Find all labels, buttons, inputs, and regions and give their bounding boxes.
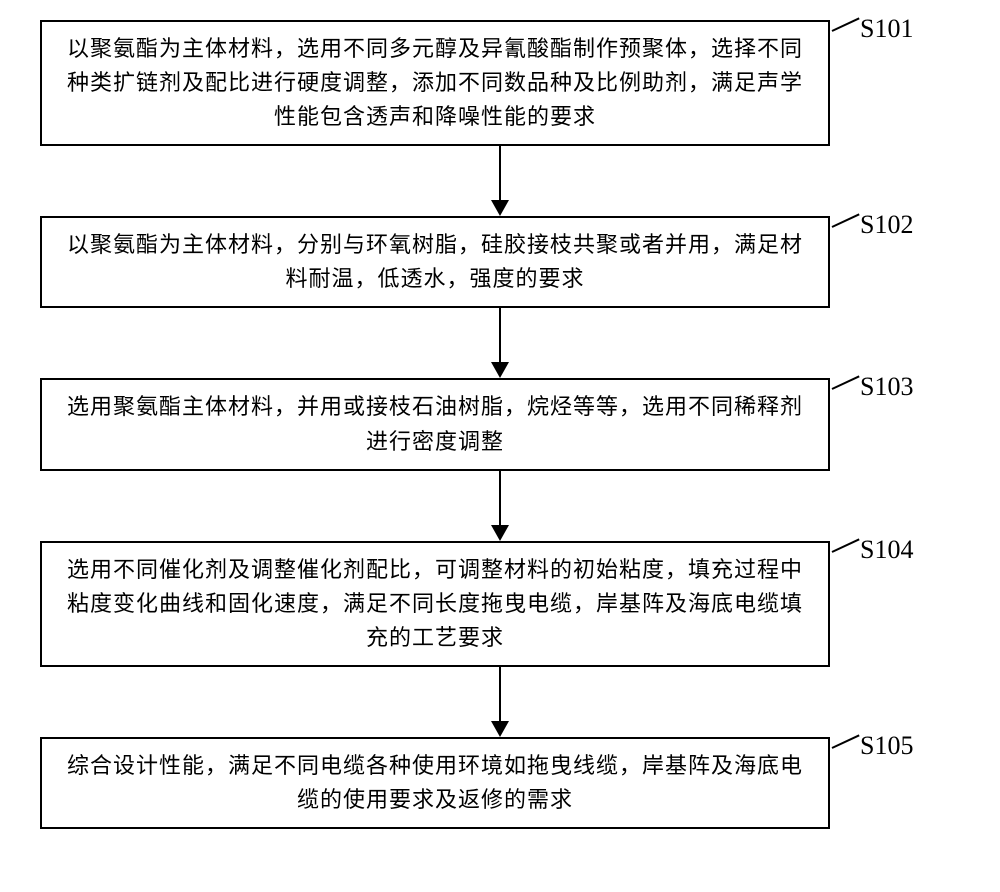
- arrow-head-icon: [491, 721, 509, 737]
- label-connector: [832, 538, 860, 552]
- arrow-head-icon: [491, 525, 509, 541]
- step-row-4: 选用不同催化剂及调整催化剂配比，可调整材料的初始粘度，填充过程中粘度变化曲线和固…: [40, 541, 960, 667]
- step-box-3: 选用聚氨酯主体材料，并用或接枝石油树脂，烷烃等等，选用不同稀释剂进行密度调整: [40, 378, 830, 470]
- arrow-line: [499, 471, 501, 525]
- arrow-line: [499, 146, 501, 200]
- step-label-3: S103: [860, 372, 913, 402]
- label-connector: [832, 734, 860, 748]
- arrow-2: [105, 308, 895, 378]
- step-label-1: S101: [860, 14, 913, 44]
- step-label-5: S105: [860, 731, 913, 761]
- label-connector: [832, 376, 860, 390]
- arrow-head-icon: [491, 362, 509, 378]
- step-box-2: 以聚氨酯为主体材料，分别与环氧树脂，硅胶接枝共聚或者并用，满足材料耐温，低透水，…: [40, 216, 830, 308]
- label-connector: [832, 214, 860, 228]
- arrow-line: [499, 667, 501, 721]
- arrow-4: [105, 667, 895, 737]
- arrow-head-icon: [491, 200, 509, 216]
- flowchart-container: 以聚氨酯为主体材料，选用不同多元醇及异氰酸酯制作预聚体，选择不同种类扩链剂及配比…: [40, 20, 960, 829]
- step-row-5: 综合设计性能，满足不同电缆各种使用环境如拖曳线缆，岸基阵及海底电缆的使用要求及返…: [40, 737, 960, 829]
- step-label-2: S102: [860, 210, 913, 240]
- step-row-3: 选用聚氨酯主体材料，并用或接枝石油树脂，烷烃等等，选用不同稀释剂进行密度调整 S…: [40, 378, 960, 470]
- step-label-4: S104: [860, 535, 913, 565]
- label-connector: [832, 17, 860, 31]
- step-row-1: 以聚氨酯为主体材料，选用不同多元醇及异氰酸酯制作预聚体，选择不同种类扩链剂及配比…: [40, 20, 960, 146]
- arrow-line: [499, 308, 501, 362]
- step-box-5: 综合设计性能，满足不同电缆各种使用环境如拖曳线缆，岸基阵及海底电缆的使用要求及返…: [40, 737, 830, 829]
- step-box-4: 选用不同催化剂及调整催化剂配比，可调整材料的初始粘度，填充过程中粘度变化曲线和固…: [40, 541, 830, 667]
- arrow-1: [105, 146, 895, 216]
- arrow-3: [105, 471, 895, 541]
- step-row-2: 以聚氨酯为主体材料，分别与环氧树脂，硅胶接枝共聚或者并用，满足材料耐温，低透水，…: [40, 216, 960, 308]
- step-box-1: 以聚氨酯为主体材料，选用不同多元醇及异氰酸酯制作预聚体，选择不同种类扩链剂及配比…: [40, 20, 830, 146]
